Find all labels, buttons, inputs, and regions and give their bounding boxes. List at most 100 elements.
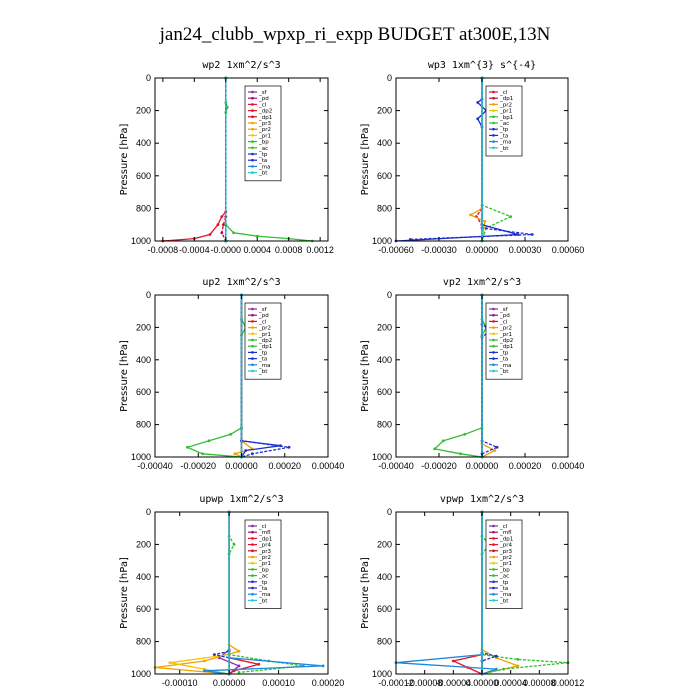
data-point [495, 445, 499, 449]
legend-label: _pd [258, 313, 269, 319]
legend-marker [251, 158, 254, 162]
data-point [433, 447, 437, 451]
legend-label: _bt [258, 598, 268, 604]
data-point [255, 234, 259, 238]
legend-label: _bt [258, 369, 268, 375]
legend-marker [251, 127, 254, 131]
y-tick-label: 0 [146, 507, 151, 517]
data-point [502, 667, 505, 671]
data-point [232, 543, 236, 546]
y-tick-label: 0 [387, 73, 392, 83]
legend-marker [251, 524, 254, 528]
legend-marker [492, 524, 495, 528]
chart-panel: wp3 1xm^{3} s^{-4} Pressure [hPa] 0 200 400 6… [360, 60, 584, 255]
legend-marker [251, 134, 254, 137]
legend-marker [492, 313, 495, 317]
x-tick-label: 0.00020 [312, 678, 345, 688]
legend-label: _sf [499, 307, 509, 313]
data-point [203, 669, 206, 673]
legend-label: _pr3 [258, 549, 272, 555]
legend-label: _pr2 [499, 326, 512, 332]
y-tick-label: 1000 [372, 452, 392, 462]
data-point [207, 439, 211, 443]
x-tick-label: 0.00000 [466, 461, 499, 471]
y-tick-label: 400 [377, 138, 392, 148]
legend-marker [251, 561, 254, 565]
data-point [321, 664, 325, 668]
data-point [408, 238, 412, 241]
legend-label: _pd [499, 313, 510, 319]
legend-label: _bt [499, 146, 509, 152]
legend-marker [251, 320, 254, 323]
data-point [516, 658, 520, 661]
legend-marker [492, 574, 495, 577]
legend-label: _ma [499, 592, 511, 598]
x-tick-label: 0.00040 [312, 461, 345, 471]
legend-label: _dp2 [258, 338, 272, 344]
data-point [212, 653, 216, 656]
y-tick-label: 400 [136, 355, 151, 365]
legend-marker [251, 530, 254, 534]
legend-marker [251, 568, 254, 571]
legend-label: _dp1 [499, 536, 513, 542]
x-tick-label: -0.00020 [180, 461, 216, 471]
legend-label: _cl [499, 319, 508, 325]
data-point [257, 662, 261, 666]
legend-label: _tp [258, 152, 268, 158]
plot-frame [154, 511, 329, 675]
legend-marker [251, 90, 254, 94]
legend-marker [492, 561, 495, 565]
data-point [225, 105, 229, 109]
legend-label: _bt [258, 171, 268, 177]
legend-label: _sf [258, 307, 268, 313]
legend-label: _ac [499, 574, 509, 580]
x-tick-label: 0.00010 [262, 678, 295, 688]
legend-marker [492, 127, 495, 131]
data-point [494, 654, 498, 658]
y-tick-label: 800 [377, 420, 392, 430]
legend-label: _pr2 [258, 326, 271, 332]
x-tick-label: 0.0004 [243, 245, 271, 255]
legend-label: _pr2 [499, 102, 512, 108]
legend-label: _pr2 [258, 127, 271, 133]
legend-marker [492, 90, 495, 94]
y-tick-label: 1000 [131, 236, 151, 246]
legend-marker [492, 599, 495, 602]
data-point [220, 215, 224, 219]
legend-label: _dp1 [499, 96, 513, 102]
panel-title: wp3 1xm^{3} s^{-4} [428, 60, 536, 71]
legend-label: _dp1 [258, 115, 272, 121]
data-point [476, 117, 480, 121]
legend-marker [251, 165, 254, 168]
x-tick-label: 0.00000 [466, 245, 499, 255]
y-axis-label: Pressure [hPa] [119, 557, 130, 629]
x-tick-label: 0.00020 [268, 461, 301, 471]
y-tick-label: 600 [136, 604, 151, 614]
data-point [233, 452, 237, 456]
legend-marker [251, 592, 254, 596]
legend-marker [251, 171, 254, 174]
y-tick-label: 0 [146, 290, 151, 300]
legend-label: _bp [258, 140, 269, 146]
legend-marker [251, 152, 254, 156]
legend-marker [492, 568, 495, 571]
y-tick-label: 600 [377, 387, 392, 397]
legend-marker [492, 140, 495, 143]
x-tick-label: 0.00030 [509, 245, 542, 255]
chart-panel: upwp 1xm^2/s^3 Pressure [hPa] 0 200 400 600 80… [119, 494, 344, 688]
legend-marker [492, 338, 495, 342]
data-point [459, 452, 462, 456]
legend-label: _pr1 [499, 109, 512, 115]
legend-label: _pr1 [258, 133, 271, 139]
y-tick-label: 1000 [131, 452, 151, 462]
y-tick-label: 800 [136, 420, 151, 430]
legend-label: _ma [499, 363, 511, 369]
legend-box [244, 85, 282, 182]
y-tick-label: 400 [377, 572, 392, 582]
x-tick-label: -0.00004 [436, 678, 472, 688]
data-point [244, 449, 248, 452]
legend-label: _ma [499, 140, 511, 146]
data-point [476, 101, 480, 104]
data-point [279, 444, 282, 448]
y-tick-label: 600 [377, 171, 392, 181]
